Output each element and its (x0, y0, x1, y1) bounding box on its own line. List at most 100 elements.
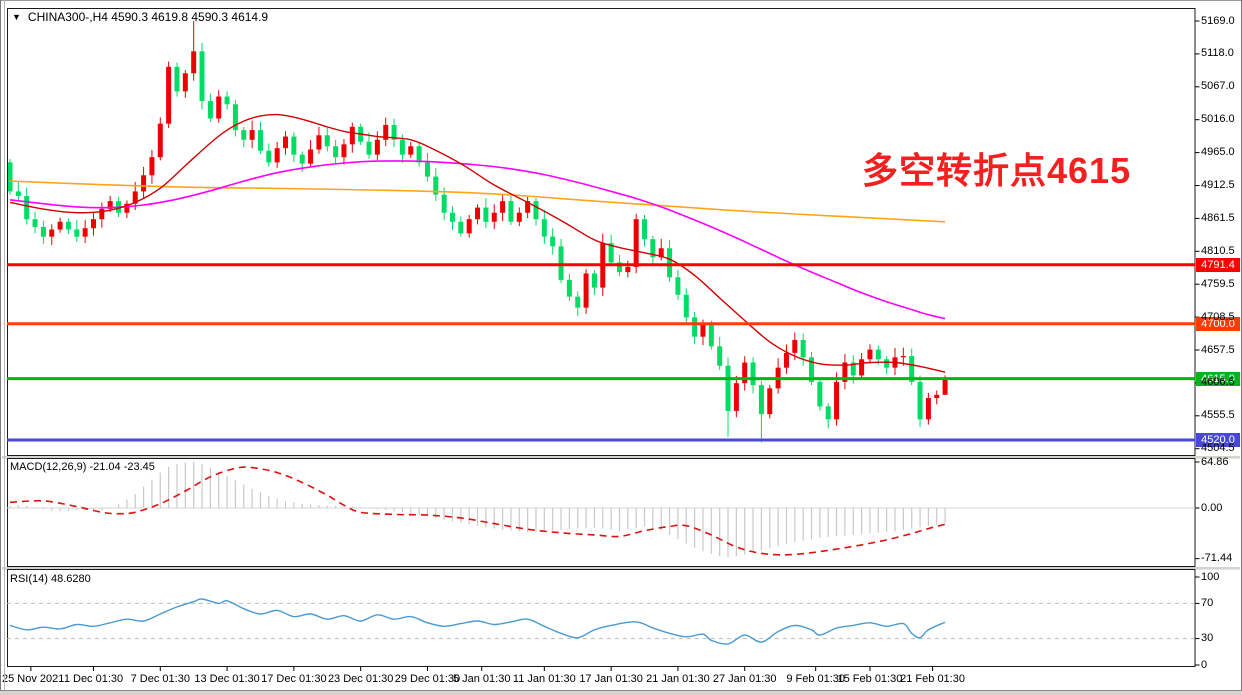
window-edge-bottom (0, 690, 1242, 695)
candle (391, 118, 397, 148)
candle (708, 320, 714, 350)
date-axis-label: 9 Feb 01:30 (786, 673, 846, 685)
candles-layer (8, 21, 948, 443)
macd-axis-label: -71.44 (1201, 552, 1233, 565)
candle (15, 182, 21, 201)
candle (475, 204, 481, 225)
candle (508, 194, 514, 226)
level-price-badge: 4520.0 (1196, 432, 1240, 447)
candle (274, 141, 280, 168)
price-axis-label: 4555.5 (1201, 409, 1235, 422)
macd-indicator-label: MACD(12,26,9) -21.04 -23.45 (10, 461, 155, 473)
window-edge-left-inner (4, 0, 5, 690)
candle (32, 211, 38, 234)
rsi-axis-label: 0 (1201, 658, 1208, 671)
candle (642, 214, 648, 247)
candle (491, 204, 497, 230)
candle (191, 21, 197, 81)
date-axis-label: 5 Jan 01:30 (452, 673, 511, 685)
price-axis-label: 5169.0 (1201, 14, 1235, 27)
candle (483, 198, 489, 229)
candle (667, 239, 673, 282)
candle (333, 139, 339, 164)
candle (934, 390, 940, 405)
candle (692, 312, 698, 345)
candle (224, 91, 230, 110)
candle (742, 356, 748, 391)
price-chart-area[interactable] (8, 9, 1194, 455)
date-axis-label: 21 Jan 01:30 (646, 673, 710, 685)
ma-fast-line (9, 113, 946, 373)
candle (917, 375, 923, 428)
candle (383, 117, 389, 147)
candle (82, 219, 88, 243)
chart-title: ▼ CHINA300-,H4 4590.3 4619.8 4590.3 4614.… (12, 10, 268, 24)
candle (8, 159, 13, 195)
candle (433, 168, 439, 201)
candle (859, 352, 865, 379)
date-axis-label: 21 Feb 01:30 (900, 673, 965, 685)
level-price-badge: 4700.0 (1196, 316, 1240, 331)
macd-panel-frame (7, 458, 1196, 567)
symbol-ohlc-text: CHINA300-,H4 4590.3 4619.8 4590.3 4614.9 (27, 10, 269, 24)
candle (366, 132, 372, 159)
date-axis-label: 23 Dec 01:30 (327, 673, 394, 685)
candle (449, 206, 455, 231)
candle (249, 120, 255, 149)
candle (141, 166, 147, 199)
candle (99, 202, 105, 228)
candle (257, 121, 263, 154)
candle (74, 220, 80, 242)
candle (650, 235, 656, 266)
price-axis-label: 4606.5 (1201, 376, 1235, 389)
window-edge-top (0, 0, 1242, 1)
date-axis-label: 27 Jan 01:30 (712, 673, 777, 685)
panel-splitter[interactable] (2, 456, 1240, 459)
panel-splitter[interactable] (2, 567, 1240, 570)
candle (283, 131, 289, 155)
price-axis-label: 5067.0 (1201, 80, 1235, 93)
macd-panel-area[interactable] (8, 459, 1194, 566)
candle (675, 269, 681, 301)
macd-axis-label: 64.86 (1201, 455, 1229, 468)
candle (900, 347, 906, 366)
candle (207, 93, 213, 122)
date-axis-label: 29 Dec 01:30 (394, 673, 461, 685)
candle (516, 207, 522, 227)
candle (65, 218, 71, 234)
price-axis-label: 4759.5 (1201, 277, 1235, 290)
candle (717, 336, 723, 370)
rsi-line (9, 598, 946, 645)
candle (500, 193, 506, 222)
date-axis-label: 25 Nov 2021 (2, 673, 65, 685)
candle (875, 345, 881, 365)
collapse-triangle-icon[interactable]: ▼ (12, 12, 21, 22)
candle (399, 134, 405, 164)
rsi-panel-frame (7, 569, 1196, 667)
candle (157, 117, 163, 161)
rsi-indicator-label: RSI(14) 48.6280 (10, 573, 91, 585)
candle (575, 291, 581, 317)
candle (166, 61, 172, 128)
window-edge-left (0, 0, 1, 695)
candle (458, 216, 464, 237)
candle (232, 100, 238, 137)
rsi-axis-label: 70 (1201, 596, 1214, 609)
price-axis-label: 4657.5 (1201, 343, 1235, 356)
ma-slow-line (9, 180, 946, 223)
candle (817, 377, 823, 411)
candle (591, 270, 597, 295)
rsi-panel-area[interactable] (8, 570, 1194, 666)
candle (40, 220, 46, 244)
candle (241, 126, 247, 148)
macd-axis-label: 0.00 (1201, 501, 1223, 514)
macd-signal-line (9, 466, 946, 556)
date-axis-label: 13 Dec 01:30 (194, 673, 260, 685)
candle (725, 357, 731, 437)
price-axis-label: 4912.5 (1201, 179, 1235, 191)
candle (884, 356, 890, 375)
candle (683, 288, 689, 324)
price-axis-label: 5118.0 (1201, 47, 1234, 60)
